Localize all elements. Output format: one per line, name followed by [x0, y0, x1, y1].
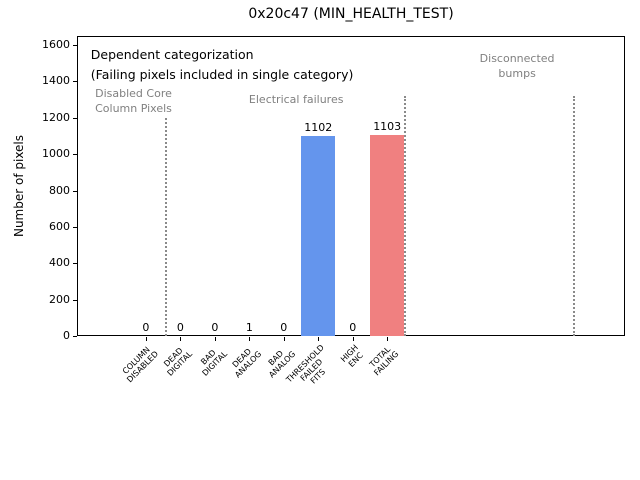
x-tick-label-text: HIGH ENC: [339, 343, 366, 370]
y-tick-label: 0: [63, 329, 70, 342]
x-tick-label-text: COLUMN DISABLED: [120, 345, 160, 385]
plot-area: [77, 36, 625, 336]
bar-value-label: 0: [176, 321, 184, 334]
annotation: Dependent categorization (Failing pixels…: [90, 47, 354, 83]
x-tick-mark: [387, 337, 389, 341]
y-tick-label: 200: [49, 292, 70, 306]
chart-title: 0x20c47 (MIN_HEALTH_TEST): [248, 6, 454, 22]
bar: [370, 135, 405, 336]
y-tick-label: 400: [49, 256, 70, 270]
section-separator: [404, 96, 407, 336]
annotation: Electrical failures: [248, 93, 344, 107]
bar-value-label: 0: [142, 321, 150, 334]
x-tick-mark: [145, 337, 147, 341]
y-tick-mark: [73, 299, 77, 301]
y-tick-mark: [73, 117, 77, 119]
x-tick-mark: [283, 337, 285, 341]
y-tick-mark: [73, 263, 77, 265]
bar-value-label: 0: [211, 321, 219, 334]
annotation: Disconnected bumps: [479, 52, 555, 81]
y-tick-mark: [73, 336, 77, 337]
x-tick-label-text: DEAD DIGITAL: [162, 345, 195, 378]
y-tick-label: 800: [49, 183, 70, 197]
bar-value-label: 1: [245, 320, 253, 334]
y-tick-mark: [73, 45, 77, 47]
x-tick-label-text: BAD DIGITAL: [198, 348, 229, 378]
bar-value-label: 1102: [304, 120, 333, 134]
y-tick-mark: [73, 190, 77, 192]
x-tick-mark: [249, 337, 251, 341]
x-tick-mark: [318, 337, 320, 341]
bar: [301, 135, 336, 336]
x-tick-label-text: DEAD ANALOG: [230, 346, 264, 380]
y-tick-mark: [73, 154, 77, 156]
y-tick-label: 600: [49, 219, 70, 233]
x-tick-label-text: TOTAL FAILING: [368, 344, 402, 378]
y-tick-label: 1600: [42, 38, 70, 52]
x-tick-mark: [180, 337, 182, 341]
x-tick-mark: [214, 337, 216, 341]
section-separator: [573, 96, 576, 336]
bar-value-label: 1103: [373, 120, 402, 134]
bar-value-label: 0: [280, 321, 288, 334]
x-tick-mark: [352, 337, 354, 341]
y-tick-mark: [73, 226, 77, 228]
annotation: Disabled Core Column Pixels: [95, 86, 172, 115]
y-tick-mark: [73, 81, 77, 83]
y-tick-label: 1200: [42, 110, 70, 124]
y-axis-label: Number of pixels: [12, 134, 26, 238]
bar-value-label: 0: [349, 321, 357, 334]
y-tick-label: 1000: [42, 147, 70, 161]
section-separator: [164, 117, 167, 336]
y-tick-label: 1400: [42, 74, 70, 88]
